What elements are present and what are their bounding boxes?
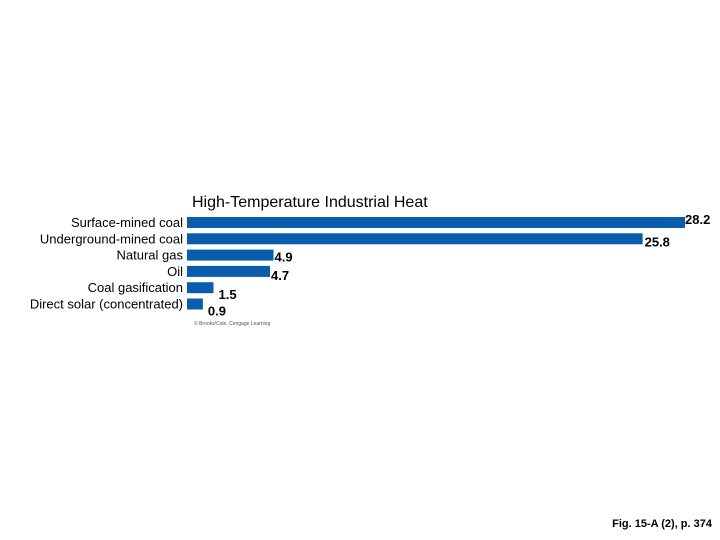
- category-label: Coal gasification: [88, 280, 183, 295]
- bar: [187, 249, 274, 261]
- value-label: 0.9: [208, 304, 226, 319]
- bar: [187, 265, 270, 277]
- category-label: Oil: [167, 264, 183, 279]
- value-label: 4.9: [275, 250, 293, 265]
- bars-group: Surface-mined coal 28.2 Underground-mined …: [30, 212, 710, 319]
- bar: [187, 217, 685, 228]
- value-label: 28.2: [685, 212, 710, 227]
- category-label: Underground-mined coal: [40, 231, 183, 246]
- category-label: Surface-mined coal: [71, 215, 183, 230]
- category-label: Direct solar (concentrated): [30, 297, 183, 312]
- value-label: 4.7: [271, 268, 289, 283]
- bar: [187, 298, 203, 310]
- category-label: Natural gas: [117, 248, 184, 263]
- value-label: 1.5: [218, 287, 236, 302]
- figure-caption: Fig. 15-A (2), p. 374: [612, 518, 712, 530]
- credit-text: © Brooks/Cole, Cengage Learning: [194, 320, 270, 327]
- bar: [187, 282, 214, 294]
- chart-title: High-Temperature Industrial Heat: [192, 194, 428, 211]
- value-label: 25.8: [645, 234, 670, 249]
- bar: [187, 233, 643, 245]
